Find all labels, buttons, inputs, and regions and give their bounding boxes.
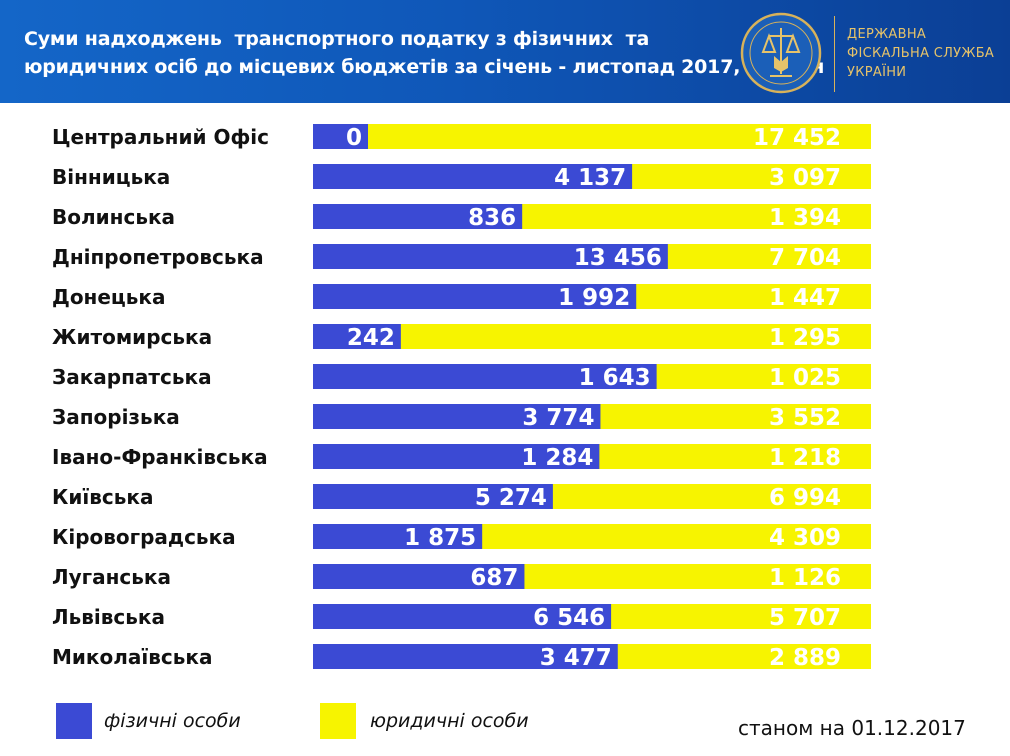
data-label-physical: 3 477 bbox=[540, 645, 612, 671]
data-label-legal: 1 394 bbox=[769, 205, 841, 231]
data-label-legal: 6 994 bbox=[769, 485, 841, 511]
bar-physical-persons bbox=[313, 284, 637, 309]
legend-swatch-physical bbox=[56, 703, 92, 739]
chart-title-line-2: юридичних осіб до місцевих бюджетів за с… bbox=[24, 56, 825, 78]
org-name-line-2: ФІСКАЛЬНА СЛУЖБА bbox=[847, 46, 995, 61]
data-label-legal: 7 704 bbox=[769, 245, 841, 271]
data-label-legal: 17 452 bbox=[753, 125, 841, 151]
data-label-legal: 2 889 bbox=[769, 645, 841, 671]
data-label-physical: 687 bbox=[470, 565, 518, 591]
bar-legal-entities bbox=[313, 324, 871, 349]
data-label-legal: 1 295 bbox=[769, 325, 841, 351]
legend-label-physical: фізичні особи bbox=[104, 710, 241, 732]
data-label-physical: 1 284 bbox=[521, 445, 593, 471]
region-label: Кіровоградська bbox=[52, 525, 236, 549]
org-name-line-1: ДЕРЖАВНА bbox=[847, 27, 927, 42]
header-divider bbox=[834, 16, 835, 92]
region-label: Миколаївська bbox=[52, 645, 212, 669]
data-label-physical: 242 bbox=[347, 325, 395, 351]
bar-legal-entities bbox=[313, 124, 871, 149]
tax-service-emblem-icon bbox=[740, 12, 822, 94]
region-label: Центральний Офіс bbox=[52, 125, 269, 149]
region-label: Івано-Франківська bbox=[52, 445, 268, 469]
data-label-physical: 4 137 bbox=[554, 165, 626, 191]
data-label-legal: 5 707 bbox=[769, 605, 841, 631]
data-label-legal: 1 126 bbox=[769, 565, 841, 591]
data-label-physical: 5 274 bbox=[475, 485, 547, 511]
bar-physical-persons bbox=[313, 244, 668, 269]
data-label-physical: 1 992 bbox=[558, 285, 630, 311]
legend-swatch-legal bbox=[320, 703, 356, 739]
bar-physical-persons bbox=[313, 324, 401, 349]
bar-physical-persons bbox=[313, 204, 523, 229]
region-label: Вінницька bbox=[52, 165, 170, 189]
bar-physical-persons bbox=[313, 444, 600, 469]
data-label-legal: 1 025 bbox=[769, 365, 841, 391]
bar-physical-persons bbox=[313, 484, 553, 509]
region-label: Львівська bbox=[52, 605, 165, 629]
org-name-line-3: УКРАЇНИ bbox=[847, 65, 907, 80]
data-label-physical: 0 bbox=[346, 125, 362, 151]
region-label: Закарпатська bbox=[52, 365, 212, 389]
region-label: Донецька bbox=[52, 285, 165, 309]
data-label-legal: 3 097 bbox=[769, 165, 841, 191]
data-label-legal: 1 218 bbox=[769, 445, 841, 471]
header-banner: Суми надходжень транспортного податку з … bbox=[0, 0, 1010, 103]
bar-physical-persons bbox=[313, 164, 633, 189]
bar-physical-persons bbox=[313, 564, 525, 589]
region-label: Луганська bbox=[52, 565, 171, 589]
region-label: Волинська bbox=[52, 205, 175, 229]
data-label-physical: 836 bbox=[468, 205, 516, 231]
region-label: Запорізька bbox=[52, 405, 180, 429]
chart-title-line-1: Суми надходжень транспортного податку з … bbox=[24, 28, 650, 50]
legend-label-legal: юридичні особи bbox=[370, 710, 529, 732]
data-label-physical: 1 643 bbox=[579, 365, 651, 391]
region-label: Житомирська bbox=[52, 325, 212, 349]
bar-physical-persons bbox=[313, 604, 612, 629]
data-label-physical: 6 546 bbox=[533, 605, 605, 631]
stacked-bar-chart: Центральний Офіс 0 17 452 Вінницька 4 137 3 0… bbox=[52, 124, 871, 671]
region-label: Київська bbox=[52, 485, 153, 509]
data-label-legal: 4 309 bbox=[769, 525, 841, 551]
data-label-physical: 1 875 bbox=[404, 525, 476, 551]
bar-physical-persons bbox=[313, 364, 657, 389]
bar-physical-persons bbox=[313, 124, 368, 149]
data-label-physical: 13 456 bbox=[574, 245, 662, 271]
data-label-legal: 3 552 bbox=[769, 405, 841, 431]
bar-physical-persons bbox=[313, 524, 483, 549]
data-label-physical: 3 774 bbox=[522, 405, 594, 431]
data-label-legal: 1 447 bbox=[769, 285, 841, 311]
as-of-date: станом на 01.12.2017 bbox=[738, 716, 966, 740]
bar-physical-persons bbox=[313, 404, 601, 429]
region-label: Дніпропетровська bbox=[52, 245, 264, 269]
bar-physical-persons bbox=[313, 644, 618, 669]
